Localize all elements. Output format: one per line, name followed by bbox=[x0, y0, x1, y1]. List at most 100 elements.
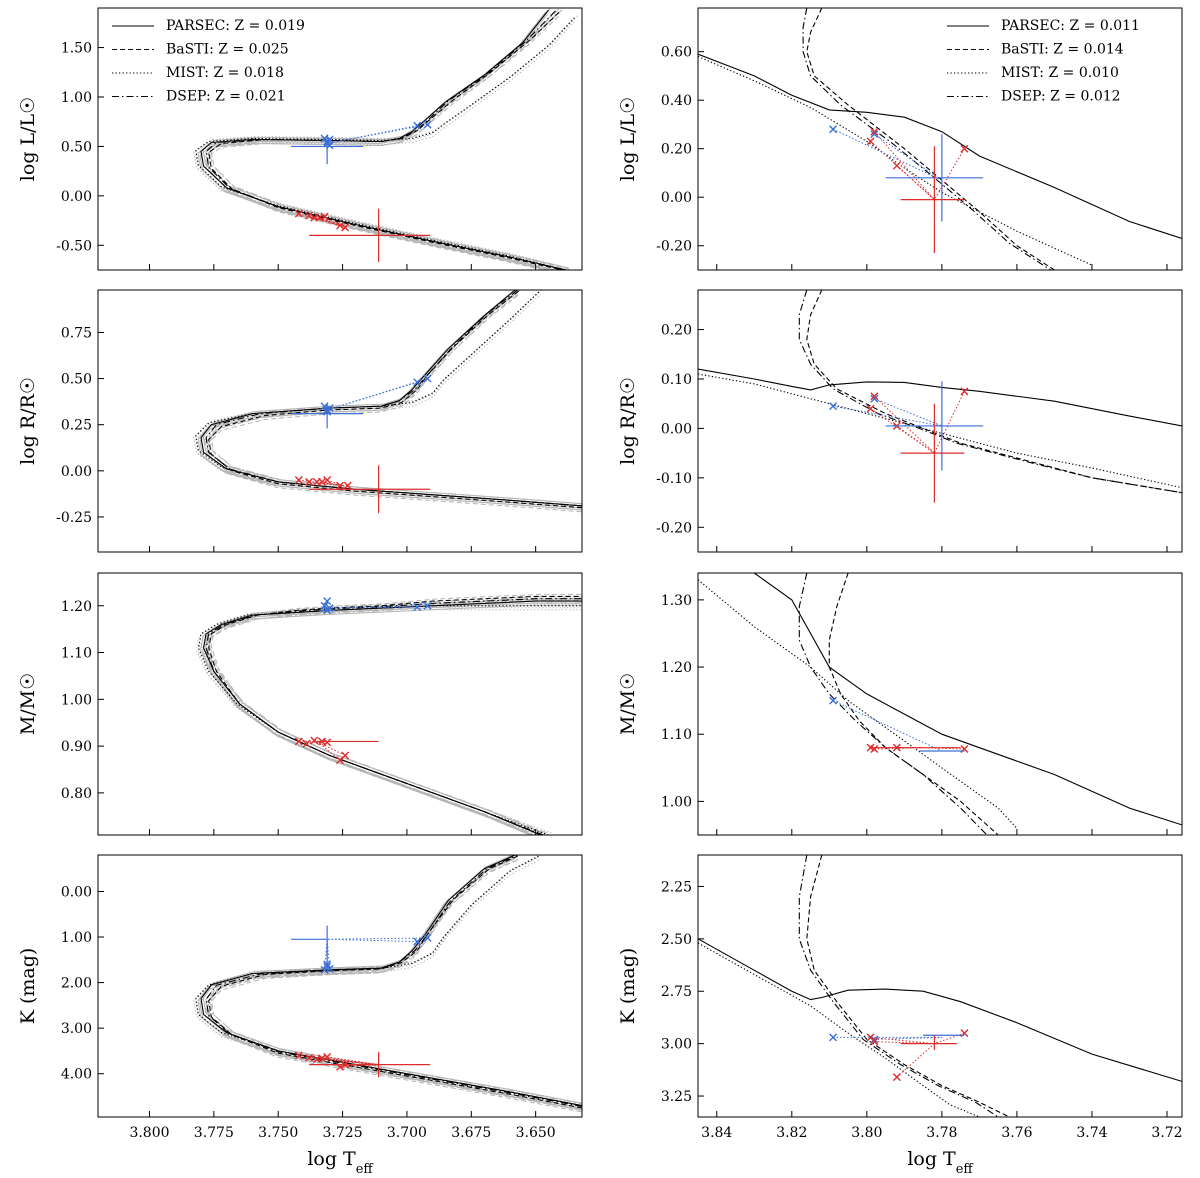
y-tick-label: -0.20 bbox=[656, 239, 692, 255]
gray-track bbox=[207, 293, 582, 513]
legend-entry: PARSEC: Z = 0.019 bbox=[166, 18, 305, 34]
red-connector bbox=[327, 1056, 379, 1066]
gray-track bbox=[207, 858, 582, 1113]
axes-frame bbox=[97, 854, 583, 1118]
y-axis-label: log L/L☉ bbox=[617, 97, 639, 181]
x-tick-label: 3.750 bbox=[258, 1125, 298, 1141]
track-parsec bbox=[698, 53, 1182, 240]
y-tick-label: 0.00 bbox=[61, 464, 92, 480]
red-connector bbox=[321, 1057, 379, 1066]
y-tick-label: -0.20 bbox=[656, 520, 692, 536]
y-tick-label: 2.25 bbox=[661, 879, 692, 895]
red-cross-marker bbox=[294, 1051, 303, 1060]
y-tick-label: 1.20 bbox=[61, 599, 92, 615]
blue-connector bbox=[327, 605, 428, 609]
x-tick-label: 3.650 bbox=[516, 1125, 556, 1141]
y-tick-label: -0.50 bbox=[56, 238, 92, 254]
red-cross-marker bbox=[323, 476, 332, 485]
blue-cross-marker bbox=[829, 402, 838, 411]
y-tick-label: 0.10 bbox=[661, 372, 692, 388]
red-cross-marker bbox=[341, 751, 350, 760]
red-connector bbox=[873, 395, 935, 454]
y-tick-label: 0.00 bbox=[61, 189, 92, 205]
red-connector bbox=[326, 479, 343, 487]
track-mist bbox=[698, 579, 1018, 829]
red-connector bbox=[298, 213, 343, 227]
blue-cross-marker bbox=[829, 1033, 838, 1042]
x-tick-label: 3.675 bbox=[451, 1125, 491, 1141]
gray-track bbox=[195, 293, 582, 511]
gray-track bbox=[197, 291, 580, 509]
plot-area bbox=[193, 8, 578, 270]
track-parsec bbox=[698, 368, 1182, 427]
red-cross-marker bbox=[341, 223, 350, 232]
blue-cross-marker bbox=[829, 125, 838, 134]
y-tick-label: 1.00 bbox=[661, 794, 692, 810]
track-basti bbox=[806, 855, 1010, 1117]
red-cross-marker bbox=[302, 739, 311, 748]
axes-frame bbox=[697, 854, 1183, 1118]
red-cross-marker bbox=[892, 161, 901, 170]
gray-track bbox=[206, 602, 582, 835]
plot-area bbox=[698, 290, 1182, 503]
red-cross-marker bbox=[892, 1073, 901, 1082]
gray-track bbox=[197, 609, 582, 835]
y-axis-label: M/M☉ bbox=[617, 673, 639, 735]
panel-right-4: 3.84 3.82 3.80 3.78 3.76 3.74 3.72 2.25 2.50 2.75… bbox=[617, 854, 1183, 1177]
gray-track bbox=[209, 855, 582, 1105]
panel-right-2: 0.20 0.10 0.00 -0.10 -0.20 log R/R☉ bbox=[617, 289, 1183, 553]
red-connector bbox=[896, 425, 935, 454]
red-connector bbox=[873, 131, 935, 200]
blue-connector bbox=[326, 378, 428, 411]
track-dsep bbox=[802, 8, 1051, 270]
blue-connector bbox=[874, 133, 943, 181]
track-mist bbox=[698, 942, 980, 1117]
y-tick-label: 4.00 bbox=[61, 1067, 92, 1083]
x-tick-label: 3.72 bbox=[1151, 1125, 1182, 1141]
red-cross-marker bbox=[305, 211, 314, 220]
y-tick-label: 0.80 bbox=[61, 786, 92, 802]
red-connector bbox=[870, 408, 935, 454]
track-basti bbox=[208, 595, 582, 835]
y-axis-label: K (mag) bbox=[617, 948, 639, 1025]
x-tick-label: 3.78 bbox=[926, 1125, 957, 1141]
blue-cross-marker bbox=[320, 601, 329, 610]
plot-area bbox=[698, 8, 1182, 270]
blue-connector bbox=[327, 124, 428, 144]
red-cross-marker bbox=[323, 738, 332, 747]
track-parsec bbox=[698, 938, 1182, 1082]
track-dsep bbox=[798, 290, 1182, 494]
track-parsec bbox=[203, 600, 582, 835]
panel-left-4: 3.800 3.775 3.750 3.725 3.700 3.675 3.650 0.00 1… bbox=[17, 854, 583, 1177]
legend-entry: MIST: Z = 0.010 bbox=[1001, 65, 1119, 81]
blue-cross-marker bbox=[323, 597, 332, 606]
red-cross-marker bbox=[336, 481, 344, 490]
x-tick-label: 3.725 bbox=[323, 1125, 363, 1141]
track-dsep bbox=[205, 598, 582, 835]
y-tick-label: 1.20 bbox=[661, 660, 692, 676]
red-cross-marker bbox=[317, 477, 326, 486]
track-dsep bbox=[798, 855, 999, 1117]
red-cross-marker bbox=[323, 1052, 332, 1061]
y-tick-label: 3.25 bbox=[661, 1089, 692, 1105]
y-tick-label: 0.50 bbox=[61, 372, 92, 388]
y-tick-label: 2.00 bbox=[61, 976, 92, 992]
blue-cross-marker bbox=[413, 378, 422, 387]
y-axis-label: log R/R☉ bbox=[17, 377, 39, 465]
track-basti bbox=[806, 8, 1055, 270]
gray-track bbox=[202, 290, 582, 505]
y-tick-label: -0.25 bbox=[56, 510, 92, 526]
blue-cross-marker bbox=[423, 601, 432, 610]
legend: PARSEC: Z = 0.019 BaSTI: Z = 0.025 MIST: Z… bbox=[112, 18, 305, 105]
gray-track bbox=[206, 858, 582, 1111]
blue-cross-marker bbox=[423, 933, 432, 942]
gray-track bbox=[209, 596, 582, 834]
gray-track bbox=[195, 858, 582, 1111]
y-axis-label: log R/R☉ bbox=[617, 377, 639, 465]
gray-track bbox=[210, 290, 582, 507]
red-cross-marker bbox=[960, 144, 969, 153]
red-cross-marker bbox=[866, 404, 875, 413]
panel-left-1: 1.50 1.00 0.50 0.00 -0.50 log L/L☉ PARSEC: Z =… bbox=[17, 7, 583, 271]
x-axis-label: log Teff bbox=[307, 1148, 374, 1177]
y-tick-label: 3.00 bbox=[661, 1037, 692, 1053]
